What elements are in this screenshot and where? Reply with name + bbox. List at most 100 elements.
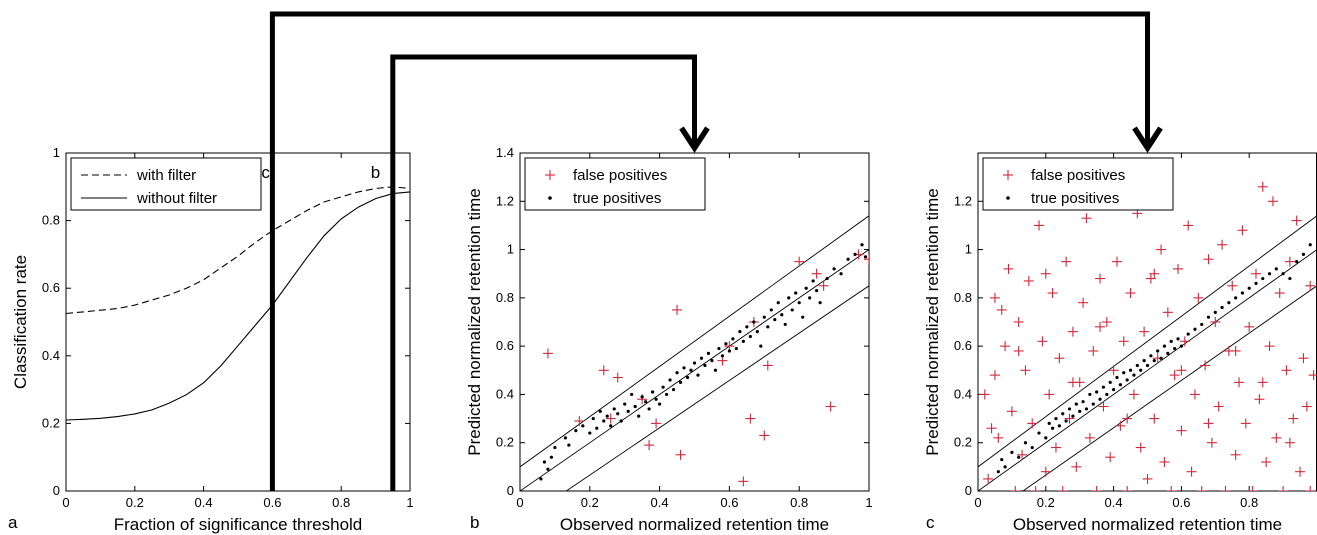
false-positive-point bbox=[1149, 413, 1160, 424]
true-positive-point bbox=[1081, 400, 1085, 404]
true-positive-point bbox=[1281, 272, 1285, 276]
true-positive-point bbox=[703, 363, 707, 368]
true-positive-point bbox=[553, 445, 557, 450]
true-positive-point bbox=[1078, 409, 1082, 413]
false-positive-point bbox=[1054, 353, 1065, 364]
panels-layer: 0 0.2 0.4 0.6 0.8 1 0 0.2 0.4 0.6 0.8 1 Fraction of … bbox=[8, 145, 1317, 534]
false-positive-point bbox=[1189, 389, 1200, 400]
true-positive-point bbox=[1091, 402, 1095, 406]
false-positive-point bbox=[1111, 256, 1122, 267]
y-tick-label: 0 bbox=[53, 483, 60, 498]
y-tick-label: 0.2 bbox=[496, 435, 514, 450]
true-positive-point bbox=[696, 373, 700, 377]
y-tick-label: 0.6 bbox=[496, 338, 514, 353]
true-positive-point bbox=[1227, 301, 1231, 305]
false-positive-point bbox=[542, 348, 553, 359]
x-tick-label: 0.2 bbox=[126, 495, 144, 510]
true-positive-point bbox=[710, 359, 714, 363]
true-positive-point bbox=[1101, 385, 1106, 389]
panel-label: a bbox=[8, 513, 18, 532]
true-positive-point bbox=[1213, 310, 1217, 314]
true-positive-point bbox=[1122, 371, 1126, 375]
marker-label-c: c bbox=[261, 163, 270, 182]
y-tick-label: 0.8 bbox=[496, 290, 514, 305]
true-positive-point bbox=[1193, 327, 1197, 331]
false-positive-point bbox=[1067, 326, 1078, 337]
plot-area bbox=[978, 181, 1317, 491]
true-positive-point bbox=[863, 255, 868, 259]
true-positive-point bbox=[996, 470, 1000, 474]
y-tick-label: 1 bbox=[53, 145, 60, 160]
legend: with filter without filter bbox=[70, 157, 262, 211]
true-positive-point bbox=[1159, 356, 1163, 360]
false-positive-point bbox=[1040, 466, 1051, 477]
false-positive-point bbox=[651, 418, 662, 429]
false-positive-point bbox=[1034, 220, 1045, 231]
y-tick-label: 1.2 bbox=[954, 193, 972, 208]
true-positive-point bbox=[598, 409, 602, 413]
false-positive-point bbox=[1274, 288, 1285, 299]
true-positive-point bbox=[1088, 392, 1092, 397]
false-positive-point bbox=[1115, 420, 1126, 431]
y-tick-label: 1 bbox=[965, 242, 972, 257]
true-positive-point bbox=[1000, 458, 1004, 462]
legend: false positives true positives bbox=[982, 157, 1174, 211]
series-line-2 bbox=[66, 191, 410, 421]
true-positive-point bbox=[776, 301, 780, 305]
true-positive-point bbox=[790, 308, 794, 312]
true-positive-point bbox=[755, 330, 759, 334]
x-tick-label: 0 bbox=[516, 495, 523, 510]
false-positive-point bbox=[1057, 486, 1068, 491]
false-positive-point bbox=[1250, 268, 1261, 279]
false-positive-point bbox=[1240, 418, 1251, 429]
false-positive-point bbox=[1098, 401, 1109, 412]
false-positive-point bbox=[1118, 336, 1129, 347]
true-positive-point bbox=[567, 443, 571, 447]
false-positive-point bbox=[644, 440, 655, 451]
legend-label-2: true positives bbox=[1031, 190, 1119, 207]
x-axis-label: Fraction of significance threshold bbox=[114, 515, 363, 534]
false-positive-point bbox=[1101, 317, 1112, 327]
connector-b bbox=[390, 54, 710, 491]
true-positive-point bbox=[1064, 419, 1068, 423]
true-positive-point bbox=[794, 291, 798, 295]
false-positive-point bbox=[1213, 401, 1224, 412]
false-positive-point bbox=[1305, 280, 1316, 291]
false-positive-point bbox=[675, 449, 686, 460]
true-positive-point bbox=[1115, 375, 1119, 380]
false-positive-point bbox=[1237, 225, 1248, 236]
marker-label-b: b bbox=[371, 163, 380, 182]
false-positive-point bbox=[1050, 442, 1061, 453]
false-positive-point bbox=[1267, 196, 1278, 207]
true-positive-point bbox=[1162, 344, 1167, 348]
false-positive-point bbox=[989, 292, 1000, 303]
panel-a: 0 0.2 0.4 0.6 0.8 1 0 0.2 0.4 0.6 0.8 1 Fraction of … bbox=[8, 145, 414, 534]
true-positive-point bbox=[846, 257, 850, 261]
true-positive-point bbox=[748, 334, 752, 339]
x-tick-label: 0.4 bbox=[195, 495, 213, 510]
y-tick-label: 0.4 bbox=[954, 386, 972, 401]
legend-label-1: false positives bbox=[573, 167, 667, 184]
true-positive-point bbox=[853, 252, 857, 256]
reference-line-1 bbox=[978, 215, 1317, 468]
true-positive-point bbox=[692, 361, 697, 365]
x-tick-label: 1 bbox=[406, 495, 413, 510]
false-positive-point bbox=[1203, 418, 1214, 429]
false-positive-point bbox=[1013, 345, 1024, 356]
true-positive-point bbox=[1156, 349, 1160, 353]
true-positive-point bbox=[1220, 305, 1224, 310]
true-positive-point bbox=[1050, 426, 1055, 430]
false-positive-point bbox=[996, 304, 1007, 315]
false-positive-point bbox=[1003, 263, 1014, 274]
false-positive-point bbox=[1308, 370, 1317, 381]
true-positive-point bbox=[616, 412, 620, 416]
true-positive-point bbox=[1135, 363, 1139, 368]
arrowhead bbox=[679, 126, 710, 154]
true-positive-point bbox=[1010, 450, 1014, 454]
true-positive-point bbox=[780, 313, 784, 317]
false-positive-point bbox=[1186, 466, 1197, 477]
y-tick-label: 0.2 bbox=[954, 435, 972, 450]
x-tick-label: 0.8 bbox=[1240, 495, 1258, 510]
true-positive-point bbox=[752, 320, 756, 324]
true-positive-point bbox=[1044, 436, 1048, 440]
